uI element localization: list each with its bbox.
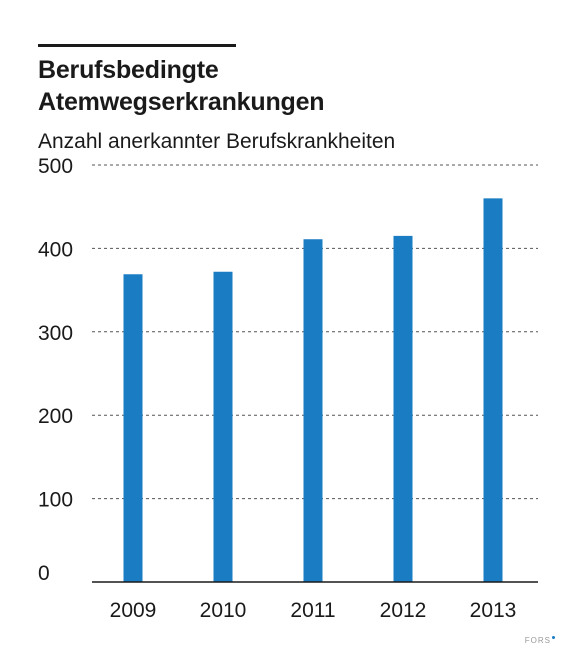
x-tick-label: 2012: [380, 599, 427, 622]
x-tick-label: 2009: [110, 599, 157, 622]
chart-title-line-2: Atemwegserkrankungen: [38, 88, 325, 116]
y-tick-label: 300: [38, 322, 73, 345]
bar: [303, 239, 323, 582]
x-tick-label: 2010: [200, 599, 247, 622]
bar: [123, 274, 143, 582]
fors-logo-dot-icon: [552, 636, 555, 639]
x-tick-label: 2013: [470, 599, 517, 622]
bar: [483, 198, 503, 583]
chart-subtitle: Anzahl anerkannter Berufskrankheiten: [38, 130, 396, 153]
bar: [213, 271, 233, 582]
y-tick-label: 0: [38, 562, 50, 585]
y-tick-label: 500: [38, 155, 73, 178]
chart-title: Berufsbedingte Atemwegserkrankungen: [38, 54, 325, 118]
y-tick-label: 200: [38, 405, 73, 428]
y-tick-label: 400: [38, 238, 73, 261]
fors-logo-text: FORS: [524, 636, 551, 645]
fors-logo: FORS: [525, 636, 555, 645]
y-tick-label: 100: [38, 489, 73, 512]
chart-title-line-1: Berufsbedingte: [38, 56, 219, 84]
bar: [393, 235, 413, 582]
title-rule: [38, 44, 236, 47]
x-tick-label: 2011: [290, 599, 335, 622]
